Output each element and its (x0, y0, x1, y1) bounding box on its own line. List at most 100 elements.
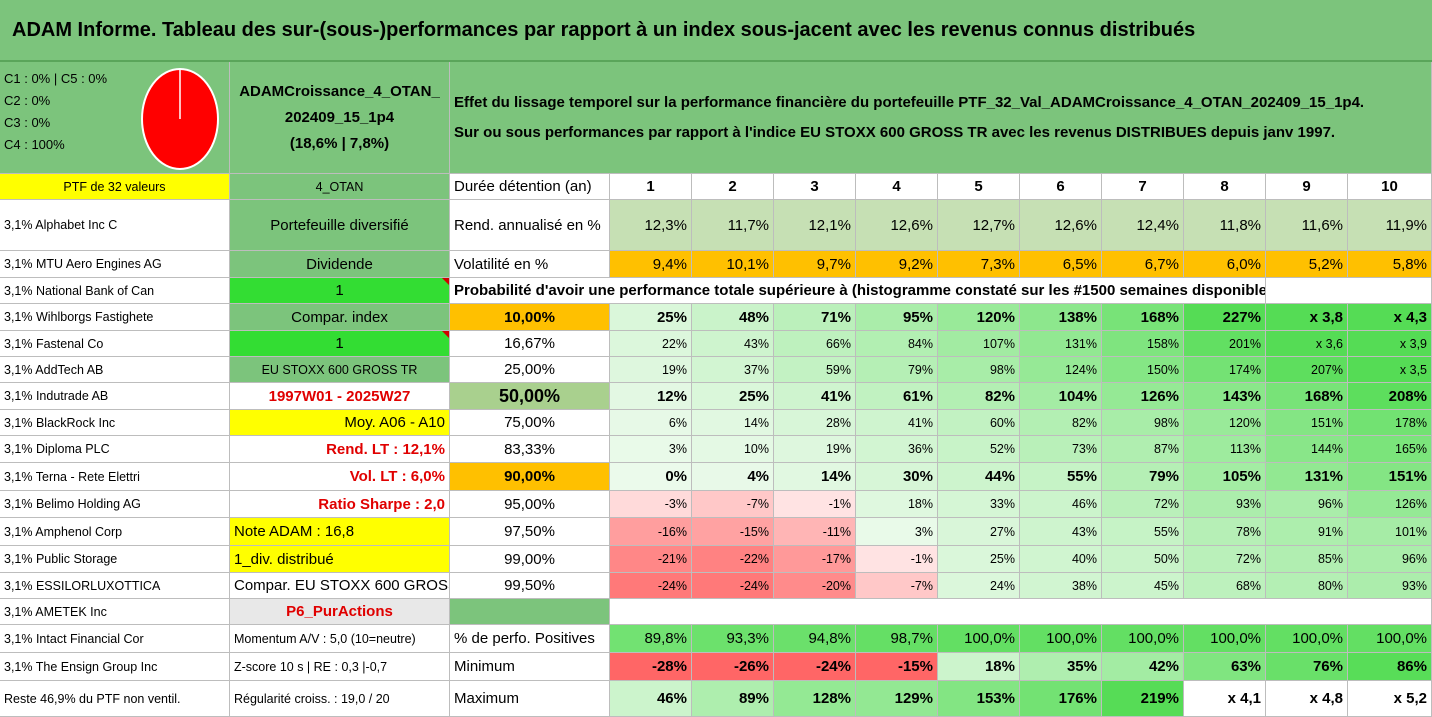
probability-value: 131% (1266, 463, 1348, 491)
probability-value: 4% (692, 463, 774, 491)
probability-value: x 3,5 (1348, 357, 1432, 383)
info-cell: Dividende (230, 251, 450, 278)
probability-value: -22% (692, 546, 774, 573)
holding-row: 3,1% AddTech AB (0, 357, 230, 383)
probability-value: 227% (1184, 304, 1266, 331)
probability-value: -1% (856, 546, 938, 573)
probability-value: 143% (1184, 383, 1266, 410)
positive-value: 100,0% (1348, 625, 1432, 653)
holding-row: 3,1% Intact Financial Cor (0, 625, 230, 653)
probability-value: -3% (610, 491, 692, 518)
info-cell: Portefeuille diversifié (230, 200, 450, 251)
max-value: 176% (1020, 681, 1102, 717)
probability-value: 93% (1348, 573, 1432, 599)
info-cell: 4_OTAN (230, 174, 450, 200)
vol-value: 5,2% (1266, 251, 1348, 278)
probability-value: 45% (1102, 573, 1184, 599)
min-value: -26% (692, 653, 774, 681)
min-value: 35% (1020, 653, 1102, 681)
probability-value: x 3,8 (1266, 304, 1348, 331)
probability-level: 97,50% (450, 518, 610, 546)
info-cell: Note ADAM : 16,8 (230, 518, 450, 546)
info-cell: Vol. LT : 6,0% (230, 463, 450, 491)
report-title: ADAM Informe. Tableau des sur-(sous-)per… (0, 0, 1432, 62)
max-value: 46% (610, 681, 692, 717)
year-header: 10 (1348, 174, 1432, 200)
probability-level: 50,00% (450, 383, 610, 410)
probability-value: 22% (610, 331, 692, 357)
probability-value: 41% (774, 383, 856, 410)
probability-value: -7% (856, 573, 938, 599)
probability-value: 40% (1020, 546, 1102, 573)
info-cell: Régularité croiss. : 19,0 / 20 (230, 681, 450, 717)
probability-value: 44% (938, 463, 1020, 491)
probability-value: 158% (1102, 331, 1184, 357)
vol-value: 10,1% (692, 251, 774, 278)
holding-row: 3,1% AMETEK Inc (0, 599, 230, 625)
probability-value: 43% (692, 331, 774, 357)
ptf-header: PTF de 32 valeurs (0, 174, 230, 200)
probability-value: 82% (1020, 410, 1102, 436)
probability-value: 95% (856, 304, 938, 331)
probability-value: x 4,3 (1348, 304, 1432, 331)
probability-value: 151% (1266, 410, 1348, 436)
probability-value: 12% (610, 383, 692, 410)
holding-row: 3,1% Diploma PLC (0, 436, 230, 463)
holding-row: 3,1% BlackRock Inc (0, 410, 230, 436)
description-block: Effet du lissage temporel sur la perform… (450, 62, 1432, 174)
rend-label: Rend. annualisé en % (450, 200, 610, 251)
probability-value: 201% (1184, 331, 1266, 357)
probability-value: 59% (774, 357, 856, 383)
positive-value: 100,0% (1184, 625, 1266, 653)
min-value: 76% (1266, 653, 1348, 681)
holding-row: 3,1% MTU Aero Engines AG (0, 251, 230, 278)
info-cell: EU STOXX 600 GROSS TR (230, 357, 450, 383)
rend-value: 12,3% (610, 200, 692, 251)
probability-level: 95,00% (450, 491, 610, 518)
portfolio-name-block: ADAMCroissance_4_OTAN_ 202409_15_1p4 (18… (230, 62, 450, 174)
probability-value: 71% (774, 304, 856, 331)
probability-value: 73% (1020, 436, 1102, 463)
probability-value: 19% (774, 436, 856, 463)
probability-value: 87% (1102, 436, 1184, 463)
holding-row: 3,1% Public Storage (0, 546, 230, 573)
probability-value: 18% (856, 491, 938, 518)
empty-cell (1266, 278, 1432, 304)
probability-value: 91% (1266, 518, 1348, 546)
year-header: 8 (1184, 174, 1266, 200)
holding-row: 3,1% Wihlborgs Fastighete (0, 304, 230, 331)
class-c4: C4 : 100% (4, 137, 65, 152)
probability-value: -7% (692, 491, 774, 518)
info-cell: 1 (230, 331, 450, 357)
probability-value: 37% (692, 357, 774, 383)
min-value: -24% (774, 653, 856, 681)
probability-value: 120% (938, 304, 1020, 331)
probability-value: 79% (856, 357, 938, 383)
probability-value: 107% (938, 331, 1020, 357)
class-c2: C2 : 0% (4, 93, 51, 108)
positive-value: 100,0% (1266, 625, 1348, 653)
probability-value: 82% (938, 383, 1020, 410)
probability-value: 48% (692, 304, 774, 331)
positive-label: % de perfo. Positives (450, 625, 610, 653)
year-header: 4 (856, 174, 938, 200)
rend-value: 11,7% (692, 200, 774, 251)
info-cell: 1 (230, 278, 450, 304)
probability-value: 72% (1184, 546, 1266, 573)
probability-value: 124% (1020, 357, 1102, 383)
probability-level: 16,67% (450, 331, 610, 357)
class-c3: C3 : 0% (4, 115, 51, 130)
probability-value: 25% (938, 546, 1020, 573)
probability-value: 3% (610, 436, 692, 463)
probability-value: 25% (610, 304, 692, 331)
probability-value: 144% (1266, 436, 1348, 463)
probability-value: 55% (1020, 463, 1102, 491)
holding-row: 3,1% The Ensign Group Inc (0, 653, 230, 681)
year-header: 2 (692, 174, 774, 200)
year-header: 3 (774, 174, 856, 200)
vol-value: 6,7% (1102, 251, 1184, 278)
min-value: 86% (1348, 653, 1432, 681)
probability-value: 78% (1184, 518, 1266, 546)
class-c1-c5: C1 : 0% | C5 : 0% (4, 71, 108, 86)
info-cell: Rend. LT : 12,1% (230, 436, 450, 463)
